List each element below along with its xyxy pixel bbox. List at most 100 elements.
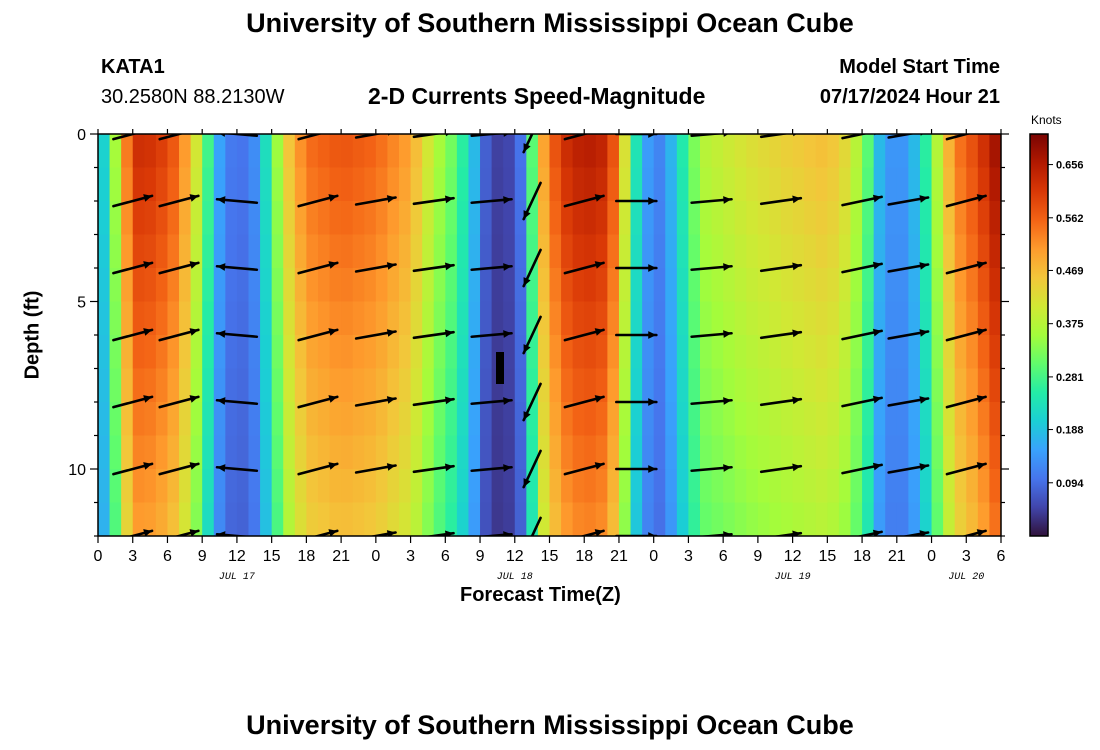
heatmap-cell (225, 335, 238, 370)
heatmap-cell (943, 368, 956, 403)
heatmap-cell (121, 469, 134, 504)
heatmap-cell (109, 368, 122, 403)
heatmap-cell (943, 301, 956, 336)
current-arrow (215, 196, 259, 205)
x-tick-label: 15 (541, 548, 559, 565)
heatmap-cell (294, 167, 307, 202)
heatmap-cell (908, 435, 921, 470)
heatmap-cell (491, 268, 504, 303)
heatmap-cell (213, 368, 226, 403)
arrow-head (216, 196, 226, 204)
heatmap-cell (792, 201, 805, 236)
heatmap-cell (306, 402, 319, 437)
heatmap-cell (781, 234, 794, 269)
current-arrow (887, 195, 930, 206)
heatmap-cell (514, 335, 527, 370)
heatmap-cell (943, 469, 956, 504)
heatmap-cell (827, 134, 840, 169)
heatmap-cell (688, 469, 701, 504)
arrow-head (792, 530, 801, 536)
arrow-head (386, 396, 396, 404)
current-arrow (841, 462, 883, 475)
heatmap-cell (98, 201, 111, 236)
heatmap-cell (202, 335, 215, 370)
heatmap-cell (260, 167, 273, 202)
arrow-head (216, 330, 226, 338)
heatmap-cell (375, 301, 389, 336)
heatmap-cell (294, 301, 307, 336)
heatmap-cell (769, 402, 782, 437)
heatmap-cell (676, 134, 690, 169)
heatmap-cell (271, 469, 284, 504)
heatmap-cell (781, 167, 794, 202)
heatmap-cell (445, 368, 458, 403)
heatmap-cell (989, 268, 1001, 303)
arrow-head (523, 143, 531, 153)
colorbar-title: Knots (1031, 113, 1062, 127)
heatmap-cell (572, 268, 585, 303)
heatmap-cell (908, 469, 921, 504)
heatmap-cell (410, 268, 423, 303)
heatmap-cell (885, 335, 898, 370)
heatmap-cell (514, 134, 527, 169)
heatmap-cell (977, 268, 991, 303)
arrow-head (594, 261, 604, 269)
heatmap-cell (375, 368, 389, 403)
heatmap-cell (642, 167, 655, 202)
arrow-head (328, 462, 338, 470)
heatmap-cell (491, 201, 504, 236)
heatmap-cell (155, 402, 169, 437)
heatmap-cell (954, 301, 967, 336)
heatmap-cell (595, 201, 608, 236)
arrow-head (386, 530, 396, 536)
heatmap-cell (862, 268, 875, 303)
heatmap-cell (769, 469, 782, 504)
heatmap-cell (792, 402, 805, 437)
heatmap-cell (792, 469, 805, 504)
heatmap-cell (896, 402, 909, 437)
heatmap-cell (121, 134, 134, 169)
x-tick-label: 0 (371, 548, 380, 565)
heatmap-cell (572, 335, 585, 370)
heatmap-cell (167, 335, 180, 370)
heatmap-cell (769, 502, 782, 536)
heatmap-cell (769, 134, 782, 169)
heatmap-cell (202, 134, 215, 169)
heatmap-cell (688, 301, 701, 336)
heatmap-cell (387, 201, 400, 236)
heatmap-cell (896, 268, 909, 303)
heatmap-cell (225, 134, 238, 169)
heatmap-cell (653, 134, 666, 169)
heatmap-cell (977, 402, 991, 437)
heatmap-cell (387, 435, 400, 470)
arrow-head (143, 261, 153, 269)
heatmap-cell (746, 234, 759, 269)
heatmap-cell (167, 301, 180, 336)
current-arrow (961, 529, 987, 536)
heatmap-cell (283, 268, 296, 303)
heatmap-cell (132, 167, 145, 202)
heatmap-cell (260, 301, 273, 336)
heatmap-cell (862, 201, 875, 236)
heatmap-cell (549, 268, 562, 303)
heatmap-cell (769, 368, 782, 403)
station-coordinates: 30.2580N 88.2130W (101, 86, 285, 108)
heatmap-cell (653, 268, 666, 303)
heatmap-cell (213, 435, 226, 470)
heatmap-cell (931, 435, 944, 470)
heatmap-cell (769, 435, 782, 470)
heatmap-cell (202, 201, 215, 236)
arrow-shaft (530, 516, 542, 536)
colorbar-tick-label: 0.375 (1056, 319, 1084, 331)
heatmap-cell (781, 469, 794, 504)
heatmap-cell (422, 201, 435, 236)
heatmap-cell (283, 469, 296, 504)
heatmap-cell (155, 234, 169, 269)
arrow-head (524, 545, 531, 554)
heatmap-cell (456, 435, 470, 470)
arrow-head (189, 328, 199, 336)
arrow-head (648, 134, 657, 138)
heatmap-cell (456, 402, 470, 437)
heatmap-cell (919, 402, 933, 437)
heatmap-cell (977, 435, 991, 470)
